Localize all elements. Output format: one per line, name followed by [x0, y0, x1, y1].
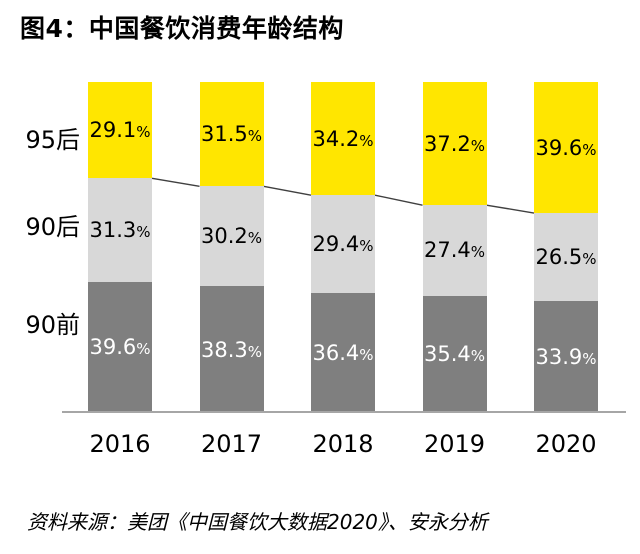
x-axis-label-2017: 2017: [200, 430, 263, 458]
connector-line: [151, 177, 200, 187]
bar-segment-90后-2017: 30.2%: [199, 186, 264, 287]
bar-segment-95后-2020: 39.6%: [534, 82, 598, 214]
bar-segment-90前-2017: 38.3%: [199, 286, 264, 413]
chart-title: 图4：中国餐饮消费年龄结构: [20, 14, 344, 43]
row-label-95hou: 95后: [25, 126, 80, 154]
data-label: 27.4%: [423, 238, 486, 263]
data-label: 38.3%: [200, 337, 263, 362]
x-axis-label-2016: 2016: [89, 430, 151, 458]
bar-segment-90前-2018: 36.4%: [311, 292, 375, 413]
data-label: 33.9%: [535, 344, 597, 369]
bar-segment-90前-2019: 35.4%: [422, 295, 487, 413]
bar-segment-90前-2020: 33.9%: [534, 300, 598, 413]
row-label-90hou: 90后: [25, 213, 80, 241]
bar-segment-95后-2018: 34.2%: [311, 82, 375, 196]
data-label: 39.6%: [89, 335, 151, 360]
bar-segment-95后-2016: 29.1%: [88, 82, 152, 179]
data-label: 31.3%: [89, 218, 151, 243]
bar-segment-90后-2020: 26.5%: [534, 213, 598, 301]
bar-segment-90前-2016: 39.6%: [88, 281, 152, 413]
x-axis-label-2019: 2019: [423, 430, 486, 458]
x-axis-label-2018: 2018: [312, 430, 374, 458]
data-label: 34.2%: [312, 126, 374, 151]
x-axis-label-2020: 2020: [535, 430, 597, 458]
source-note: 资料来源：美团《中国餐饮大数据2020》、安永分析: [27, 510, 488, 534]
data-label: 26.5%: [535, 244, 597, 269]
data-label: 30.2%: [200, 224, 263, 249]
bar-segment-90后-2019: 27.4%: [422, 205, 487, 296]
data-label: 35.4%: [423, 342, 486, 367]
data-label: 31.5%: [200, 122, 263, 147]
bar-segment-95后-2019: 37.2%: [422, 82, 487, 206]
bar-segment-90后-2016: 31.3%: [88, 178, 152, 282]
data-label: 29.4%: [312, 231, 374, 256]
data-label: 29.1%: [89, 118, 151, 143]
bar-segment-90后-2018: 29.4%: [311, 195, 375, 293]
data-label: 39.6%: [535, 135, 597, 160]
connector-line: [263, 185, 312, 196]
bar-segment-95后-2017: 31.5%: [199, 82, 264, 187]
x-axis-line: [62, 411, 626, 413]
connector-line: [374, 194, 423, 206]
data-label: 36.4%: [312, 340, 374, 365]
row-label-90qian: 90前: [25, 311, 80, 339]
data-label: 37.2%: [423, 131, 486, 156]
connector-line: [486, 204, 535, 214]
